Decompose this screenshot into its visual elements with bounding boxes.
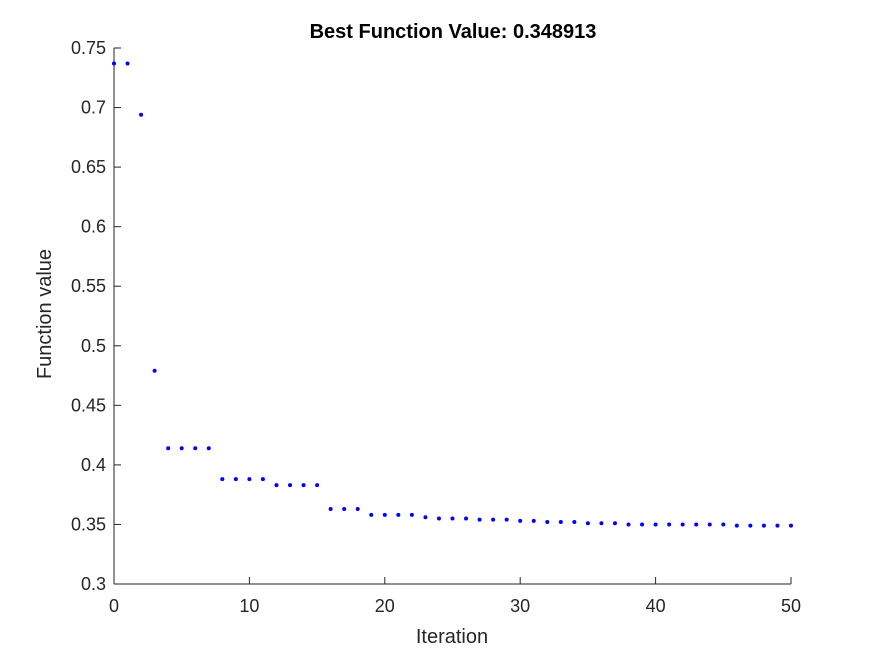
data-point (748, 523, 753, 528)
y-tick-label: 0.75 (71, 38, 106, 58)
data-point (396, 512, 401, 517)
data-point (721, 522, 726, 527)
y-tick-label: 0.6 (81, 217, 106, 237)
data-point (315, 483, 320, 488)
data-point (369, 512, 374, 517)
data-point (789, 523, 793, 528)
data-point (247, 477, 252, 482)
data-point (206, 446, 211, 451)
data-point (612, 521, 617, 526)
data-point (477, 517, 482, 522)
y-tick-label: 0.35 (71, 514, 106, 534)
data-point (572, 520, 577, 525)
data-point (734, 523, 739, 528)
data-point (653, 522, 658, 527)
data-point (193, 446, 198, 451)
y-tick-label: 0.5 (81, 336, 106, 356)
y-axis-label: Function value (34, 249, 56, 379)
data-point (409, 512, 414, 517)
x-axis-label: Iteration (416, 626, 488, 648)
data-point (125, 61, 130, 66)
x-tick-label: 10 (239, 596, 259, 616)
data-point (667, 522, 672, 527)
data-point (179, 446, 184, 451)
x-ticks: 0 10 20 30 40 50 (109, 577, 801, 616)
data-point (694, 522, 699, 527)
x-tick-label: 20 (375, 596, 395, 616)
data-point (464, 516, 469, 521)
data-point (112, 61, 116, 66)
data-point (450, 516, 455, 521)
plot-area: 0 10 20 30 40 50 0.3 0.35 0.4 0.45 0.5 0.55 0.6 0.65… (71, 38, 801, 616)
y-tick-label: 0.4 (81, 455, 106, 475)
data-points (112, 61, 793, 528)
data-point (288, 483, 293, 488)
data-point (220, 477, 225, 482)
data-point (423, 515, 428, 520)
x-tick-label: 40 (646, 596, 666, 616)
data-point (342, 506, 347, 511)
data-point (139, 112, 144, 117)
x-tick-label: 0 (109, 596, 119, 616)
data-point (382, 512, 387, 517)
data-point (585, 521, 590, 526)
data-point (626, 522, 631, 527)
y-ticks: 0.3 0.35 0.4 0.45 0.5 0.55 0.6 0.65 0.7 0.75 (71, 38, 121, 594)
chart-title: Best Function Value: 0.348913 (310, 21, 597, 43)
data-point (775, 523, 780, 528)
y-tick-label: 0.7 (81, 98, 106, 118)
data-point (260, 477, 265, 482)
data-point (274, 483, 279, 488)
data-point (518, 518, 523, 523)
data-point (707, 522, 712, 527)
data-point (545, 520, 550, 525)
data-point (558, 520, 563, 525)
data-point (301, 483, 306, 488)
data-point (166, 446, 171, 451)
y-tick-label: 0.3 (81, 574, 106, 594)
data-point (531, 518, 536, 523)
data-point (640, 522, 645, 527)
y-tick-label: 0.55 (71, 276, 106, 296)
y-tick-label: 0.65 (71, 157, 106, 177)
data-point (680, 522, 685, 527)
data-point (599, 521, 604, 526)
data-point (491, 517, 496, 522)
data-point (436, 516, 441, 521)
y-tick-label: 0.45 (71, 395, 106, 415)
data-point (328, 506, 333, 511)
data-point (152, 368, 157, 373)
data-point (233, 477, 238, 482)
data-point (504, 517, 509, 522)
x-tick-label: 30 (510, 596, 530, 616)
data-point (761, 523, 766, 528)
data-point (355, 506, 360, 511)
x-tick-label: 50 (781, 596, 801, 616)
